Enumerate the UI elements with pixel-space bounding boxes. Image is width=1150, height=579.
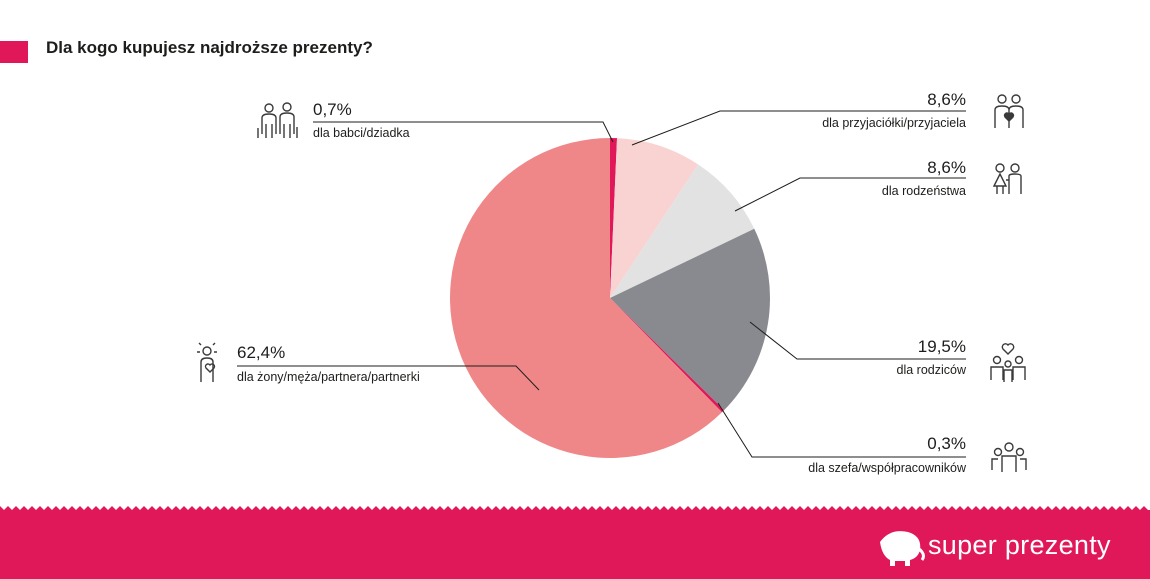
- leader-line-coworkers: [717, 402, 966, 458]
- partner-icon: [197, 342, 217, 382]
- coworkers-icon: [991, 442, 1027, 472]
- title-marker: [0, 41, 28, 63]
- leader-line-friends: [631, 110, 966, 146]
- value-label-siblings: 8,6%: [927, 158, 966, 177]
- category-label-partner: dla żony/męża/partnera/partnerki: [237, 370, 420, 384]
- footer-band: [0, 506, 1150, 579]
- value-label-friends: 8,6%: [927, 90, 966, 109]
- leader-line-siblings: [734, 177, 966, 212]
- siblings-icon: [992, 163, 1022, 194]
- pie-slice-partner: [450, 138, 722, 458]
- pie-slice-grandparents: [610, 138, 618, 298]
- pie-slice-parents: [610, 228, 770, 411]
- leader-line-grandparents: [313, 121, 614, 143]
- leader-line-parents: [749, 321, 966, 360]
- pie-slice-friends: [610, 138, 699, 298]
- pie-slice-siblings: [610, 164, 755, 298]
- chart-title: Dla kogo kupujesz najdroższe prezenty?: [46, 38, 373, 57]
- elephant-icon: [880, 531, 925, 566]
- pie-chart: [450, 138, 770, 458]
- category-label-friends: dla przyjaciółki/przyjaciela: [822, 116, 966, 130]
- category-label-parents: dla rodziców: [896, 363, 966, 377]
- value-label-grandparents: 0,7%: [313, 100, 352, 119]
- friends-icon: [994, 94, 1024, 128]
- category-label-coworkers: dla szefa/współpracowników: [808, 461, 966, 475]
- value-label-partner: 62,4%: [237, 343, 286, 362]
- category-label-grandparents: dla babci/dziadka: [313, 126, 410, 140]
- leader-line-partner: [237, 365, 540, 391]
- grandparents-icon: [257, 102, 298, 138]
- leader-lines: [237, 110, 966, 458]
- brand-name: super prezenty: [928, 530, 1111, 560]
- parents-icon: [990, 343, 1026, 382]
- value-label-coworkers: 0,3%: [927, 434, 966, 453]
- value-label-parents: 19,5%: [917, 337, 966, 356]
- pie-slice-coworkers: [610, 298, 725, 413]
- category-label-siblings: dla rodzeństwa: [881, 184, 966, 198]
